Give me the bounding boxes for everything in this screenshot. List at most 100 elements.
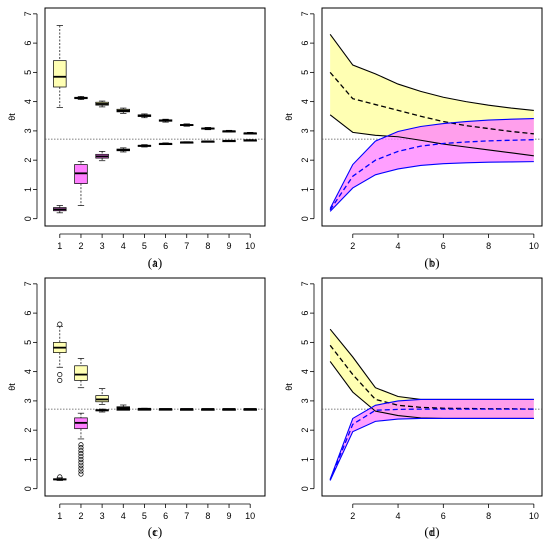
y-tick-label: 2 <box>23 428 33 433</box>
band-mean-line <box>329 139 534 211</box>
outlier-point <box>78 445 84 451</box>
panel-a: (a) 0 1 2 3 4 5 6 7 θt 1 2 3 4 5 6 7 8 9 10 t <box>7 7 266 270</box>
y-tick-label: 2 <box>23 158 33 163</box>
y-tick-label: 5 <box>23 70 33 75</box>
x-tick-label: 8 <box>486 511 491 521</box>
y-tick-label: 6 <box>23 311 33 316</box>
outlier-point <box>78 451 84 457</box>
y-tick-label: 7 <box>23 11 33 16</box>
band <box>330 329 534 419</box>
outlier-point <box>78 465 84 471</box>
caption-b: (b) <box>424 255 439 270</box>
box <box>95 408 109 413</box>
box <box>222 129 236 133</box>
box <box>201 408 215 411</box>
x-tick-label: 2 <box>350 511 355 521</box>
box <box>243 132 257 135</box>
x-tick-label: 2 <box>78 241 83 251</box>
outlier-point <box>78 442 84 448</box>
y-axis: 0 1 2 3 4 5 6 7 <box>23 11 38 221</box>
box <box>116 404 130 410</box>
box <box>158 118 173 123</box>
y-tick-label: 3 <box>300 128 310 133</box>
box <box>53 474 67 481</box>
band-fill <box>330 118 534 212</box>
band-upper-line <box>329 118 534 209</box>
band-fill <box>330 399 534 481</box>
x-tick-label: 6 <box>163 511 168 521</box>
y-tick-label: 5 <box>23 340 33 345</box>
outlier-point <box>78 456 84 462</box>
y-tick-label: 1 <box>300 187 310 192</box>
x-tick-label: 9 <box>227 511 232 521</box>
caption-a: (a) <box>148 255 162 270</box>
band-lower-line <box>329 161 534 212</box>
y-tick-label: 4 <box>300 369 310 374</box>
y-tick-label: 2 <box>300 158 310 163</box>
band-lower-line <box>329 114 534 157</box>
y-tick-label: 7 <box>300 281 310 286</box>
outlier-point <box>78 462 84 468</box>
y-tick-label: 0 <box>23 486 33 491</box>
band-mean-line <box>329 408 534 481</box>
box <box>95 151 109 162</box>
box <box>180 123 194 127</box>
x-tick-label: 4 <box>121 511 126 521</box>
band-lines <box>329 398 534 481</box>
box-series <box>53 25 257 135</box>
x-axis-label: t <box>154 528 157 538</box>
y-tick-label: 0 <box>23 216 33 221</box>
box <box>243 408 257 411</box>
y-tick-label: 5 <box>300 340 310 345</box>
box <box>116 408 130 411</box>
box-body <box>74 365 88 381</box>
box <box>74 358 88 389</box>
box <box>180 141 194 144</box>
x-tick-label: 3 <box>100 241 105 251</box>
band <box>330 118 534 212</box>
y-tick-label: 7 <box>23 281 33 286</box>
y-tick-label: 2 <box>300 428 310 433</box>
y-tick-label: 1 <box>23 457 33 462</box>
x-tick-label: 10 <box>529 511 539 521</box>
x-tick-label: 5 <box>142 241 147 251</box>
y-tick-label: 4 <box>23 369 33 374</box>
x-axis: 2 4 6 8 10 <box>350 233 539 251</box>
y-tick-label: 0 <box>300 216 310 221</box>
y-tick-label: 4 <box>300 99 310 104</box>
outlier-point <box>78 471 84 477</box>
y-tick-label: 0 <box>300 486 310 491</box>
x-tick-label: 10 <box>529 241 539 251</box>
y-axis: 0 1 2 3 4 5 6 7 <box>300 281 315 491</box>
box <box>53 25 67 108</box>
box <box>53 205 67 214</box>
box <box>74 412 88 477</box>
y-tick-label: 3 <box>23 398 33 403</box>
box <box>222 408 236 411</box>
x-tick-label: 2 <box>78 511 83 521</box>
plot-frame <box>44 7 266 227</box>
box <box>158 408 173 411</box>
box-series <box>53 321 257 411</box>
caption-d: (d) <box>424 524 439 539</box>
band-upper-line <box>329 398 534 480</box>
box <box>137 408 152 411</box>
plot-frame <box>321 7 543 227</box>
box <box>201 127 215 131</box>
outlier-point <box>57 474 63 480</box>
x-axis: 1 2 3 4 5 6 7 8 9 10 <box>57 503 255 521</box>
y-tick-label: 3 <box>23 128 33 133</box>
outlier-point <box>78 468 84 474</box>
caption-c: (c) <box>148 524 162 539</box>
plot-frame <box>321 277 543 497</box>
x-tick-label: 7 <box>184 511 189 521</box>
panel-d: (d) 0 1 2 3 4 5 6 7 θt 2 4 6 8 10 t <box>284 277 543 539</box>
box <box>95 100 109 108</box>
y-axis-label: θt <box>284 113 294 121</box>
x-tick-label: 4 <box>121 241 126 251</box>
outlier-point <box>57 372 63 378</box>
y-tick-label: 3 <box>300 398 310 403</box>
y-tick-label: 6 <box>300 311 310 316</box>
outlier-point <box>57 377 63 383</box>
outlier-point <box>78 448 84 454</box>
